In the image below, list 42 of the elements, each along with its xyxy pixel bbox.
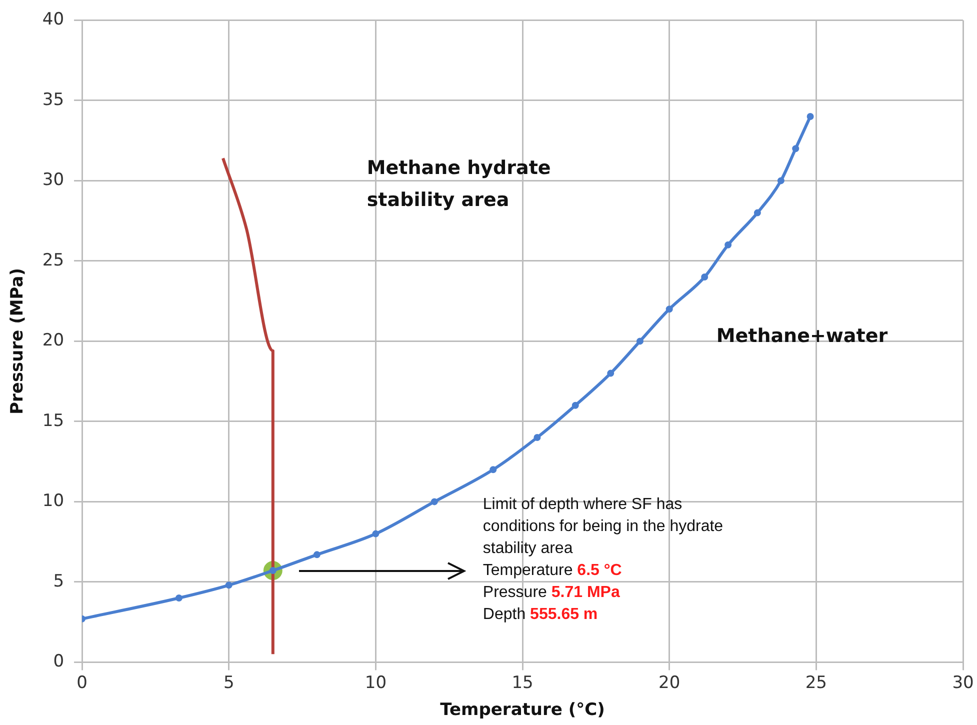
point [666, 306, 673, 313]
point [701, 274, 708, 280]
x-tick-label: 15 [512, 672, 534, 693]
x-axis-title: Temperature (°C) [440, 700, 605, 720]
annotation: Depth 555.65 m [482, 606, 598, 623]
point [313, 551, 320, 558]
y-tick-label: 20 [42, 330, 64, 351]
point [372, 530, 380, 538]
y-tick-label: 10 [42, 491, 64, 512]
point [225, 582, 232, 589]
y-tick-label: 25 [42, 250, 64, 270]
point [636, 338, 644, 345]
point [175, 594, 182, 602]
point [534, 434, 541, 441]
point [806, 113, 814, 120]
point [754, 209, 761, 216]
point [430, 498, 438, 506]
annotation: Pressure 5.71 MPa [482, 584, 620, 601]
x-tick-label: 0 [76, 672, 88, 693]
y-tick-label: 15 [42, 410, 64, 431]
line-series [221, 156, 274, 656]
point [724, 241, 732, 248]
x-tick-label: 5 [223, 672, 234, 693]
y-tick-label: 5 [53, 571, 64, 592]
point [572, 402, 579, 409]
y-axis-title: Pressure (MPa) [8, 268, 28, 414]
y-tick-label: 40 [42, 10, 64, 30]
point [607, 370, 614, 377]
annotation: Methane hydrate stability area [366, 156, 552, 213]
annotation: Methane+water [716, 324, 888, 350]
y-tick-label: 0 [53, 652, 64, 672]
annotation: Limit of depth where SF has conditions for being in the hydrate stability area [482, 494, 724, 559]
x-tick-label: 30 [952, 672, 974, 693]
point [490, 466, 497, 474]
annotation: Temperature 6.5 °C [482, 562, 622, 579]
point [792, 145, 800, 152]
point [777, 177, 784, 184]
y-tick-label: 35 [42, 90, 64, 110]
x-tick-label: 20 [658, 672, 680, 693]
y-tick-label: 30 [42, 170, 64, 190]
x-tick-label: 10 [364, 672, 387, 693]
x-tick-label: 25 [805, 672, 827, 693]
